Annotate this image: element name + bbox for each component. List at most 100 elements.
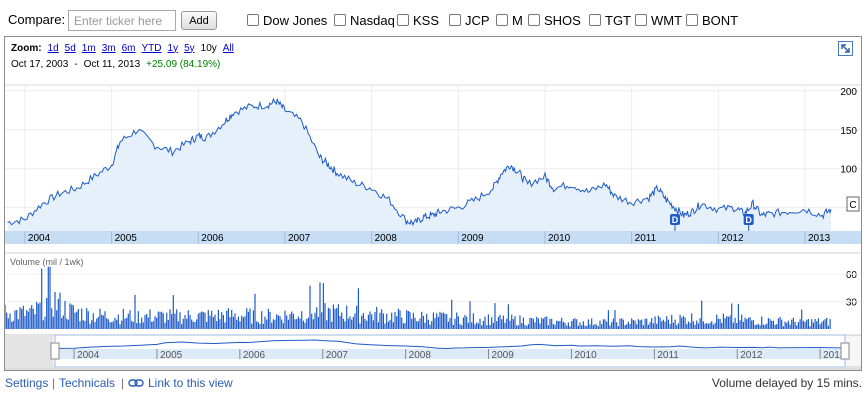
x-tick-label: 2007 xyxy=(288,233,311,244)
zoom-option-1y[interactable]: 1y xyxy=(167,42,179,54)
zoom-option-3m[interactable]: 3m xyxy=(101,42,116,54)
checkbox-box[interactable] xyxy=(247,14,259,26)
footer-separator: | xyxy=(121,376,125,390)
link-to-view-label: Link to this view xyxy=(148,376,233,390)
y-tick-label: 150 xyxy=(840,126,857,137)
dividend-marker-label: D xyxy=(745,215,752,225)
price-area xyxy=(7,98,832,232)
navigator-left-handle[interactable] xyxy=(50,342,60,360)
link-to-view[interactable]: Link to this view xyxy=(128,376,233,390)
zoom-option-6m[interactable]: 6m xyxy=(121,42,136,54)
compare-checkbox-label: JCP xyxy=(465,12,490,28)
x-tick-label: 2009 xyxy=(461,233,484,244)
checkbox-box[interactable] xyxy=(334,14,346,26)
y-tick-label: 200 xyxy=(840,87,857,98)
compare-checkbox-bont[interactable]: BONT xyxy=(686,12,738,28)
x-axis-band xyxy=(5,231,861,244)
ticker-input[interactable] xyxy=(68,10,176,31)
checkbox-box[interactable] xyxy=(449,14,461,26)
zoom-option-10y[interactable]: 10y xyxy=(200,42,217,54)
dividend-marker[interactable] xyxy=(743,214,754,225)
navigator-right-handle[interactable] xyxy=(840,342,850,360)
x-tick-label: 2005 xyxy=(115,233,138,244)
navigator-tick-label: 2007 xyxy=(326,350,349,361)
zoom-option-1m[interactable]: 1m xyxy=(81,42,96,54)
compare-checkbox-label: SHOS xyxy=(544,12,581,28)
compare-checkbox-nasdaq[interactable]: Nasdaq xyxy=(334,12,395,28)
volume-delay-note: Volume delayed by 15 mins. xyxy=(711,376,862,390)
navigator-tick-label: 2013 xyxy=(823,350,846,361)
zoom-label: Zoom: xyxy=(11,42,42,54)
navigator-line xyxy=(57,339,846,350)
navigator-band xyxy=(55,349,845,359)
chain-link-icon xyxy=(128,379,144,387)
zoom-option-ytd[interactable]: YTD xyxy=(141,42,162,54)
compare-checkbox-label: M xyxy=(512,12,523,28)
zoom-option-1d[interactable]: 1d xyxy=(47,42,59,54)
volume-tick-label: 30 xyxy=(846,298,858,309)
checkbox-box[interactable] xyxy=(635,14,647,26)
x-tick-label: 2013 xyxy=(808,233,831,244)
checkbox-box[interactable] xyxy=(397,14,409,26)
date-range: Oct 17, 2003 - Oct 11, 2013 +25.09 (84.1… xyxy=(11,57,220,71)
price-chart[interactable]: 2004 2005 2006 2007 2008 2009 2010 2011 2012 2013… xyxy=(5,37,862,371)
dividend-marker-label: D xyxy=(672,215,679,225)
compare-checkbox-label: WMT xyxy=(651,12,683,28)
compare-checkbox-jcp[interactable]: JCP xyxy=(449,12,490,28)
compare-bar: Compare: Add Dow Jones Nasdaq KSS JCP M SHOS T… xyxy=(0,0,866,36)
checkbox-box[interactable] xyxy=(528,14,540,26)
volume-bars xyxy=(5,266,831,329)
range-end: Oct 11, 2013 xyxy=(83,58,141,70)
volume-label: Volume (mil / 1wk) xyxy=(10,257,84,267)
price-line xyxy=(7,97,832,227)
compare-checkbox-wmt[interactable]: WMT xyxy=(635,12,682,28)
range-separator: - xyxy=(74,58,78,70)
navigator-tick-label: 2004 xyxy=(77,350,100,361)
compare-checkbox-label: Nasdaq xyxy=(350,12,395,28)
zoom-option-5d[interactable]: 5d xyxy=(64,42,76,54)
compare-checkbox-label: KSS xyxy=(413,12,440,28)
x-tick-label: 2008 xyxy=(375,233,398,244)
expand-chart-button[interactable] xyxy=(838,41,853,56)
x-tick-label: 2012 xyxy=(721,233,744,244)
checkbox-box[interactable] xyxy=(589,14,601,26)
compare-label: Compare: xyxy=(8,12,66,27)
navigator-tick-label: 2008 xyxy=(409,350,432,361)
navigator-scrollbar[interactable] xyxy=(5,368,862,371)
compare-checkbox-kss[interactable]: KSS xyxy=(397,12,439,28)
compare-checkbox-m[interactable]: M xyxy=(496,12,523,28)
compare-checkbox-label: TGT xyxy=(605,12,631,28)
zoom-bar: Zoom: 1d 5d 1m 3m 6m YTD 1y 5y 10y All xyxy=(11,41,240,55)
checkbox-box[interactable] xyxy=(496,14,508,26)
settings-link[interactable]: Settings xyxy=(5,376,49,390)
compare-checkbox-tgt[interactable]: TGT xyxy=(589,12,631,28)
range-change: +25.09 (84.19%) xyxy=(146,58,221,70)
x-tick-label: 2011 xyxy=(635,233,657,244)
current-price-marker-label: C xyxy=(849,200,856,211)
compare-checkbox-dow-jones[interactable]: Dow Jones xyxy=(247,12,327,28)
dividend-marker[interactable] xyxy=(669,214,680,225)
current-price-marker xyxy=(846,196,860,212)
volume-tick-label: 60 xyxy=(846,270,858,281)
expand-icon xyxy=(841,44,850,53)
range-start: Oct 17, 2003 xyxy=(11,58,69,70)
compare-checkbox-label: Dow Jones xyxy=(263,12,328,28)
navigator-history xyxy=(5,335,53,367)
x-tick-label: 2004 xyxy=(28,233,51,244)
technicals-link[interactable]: Technicals xyxy=(59,376,116,390)
zoom-option-5y[interactable]: 5y xyxy=(184,42,195,54)
zoom-option-all[interactable]: All xyxy=(222,42,234,54)
compare-checkbox-shos[interactable]: SHOS xyxy=(528,12,581,28)
checkbox-box[interactable] xyxy=(686,14,698,26)
navigator-tick-label: 2005 xyxy=(160,350,183,361)
navigator-tick-label: 2011 xyxy=(657,350,679,361)
navigator-tick-label: 2012 xyxy=(740,350,763,361)
navigator-tick-label: 2009 xyxy=(492,350,515,361)
footer-separator: | xyxy=(52,376,56,390)
chart-frame: 2004 2005 2006 2007 2008 2009 2010 2011 2012 2013… xyxy=(4,36,862,371)
x-tick-label: 2006 xyxy=(201,233,224,244)
add-button[interactable]: Add xyxy=(181,11,217,30)
chart-footer: Settings | Technicals | Link to this vie… xyxy=(0,374,866,394)
navigator-tick-label: 2006 xyxy=(243,350,266,361)
y-tick-label: 100 xyxy=(840,165,857,176)
